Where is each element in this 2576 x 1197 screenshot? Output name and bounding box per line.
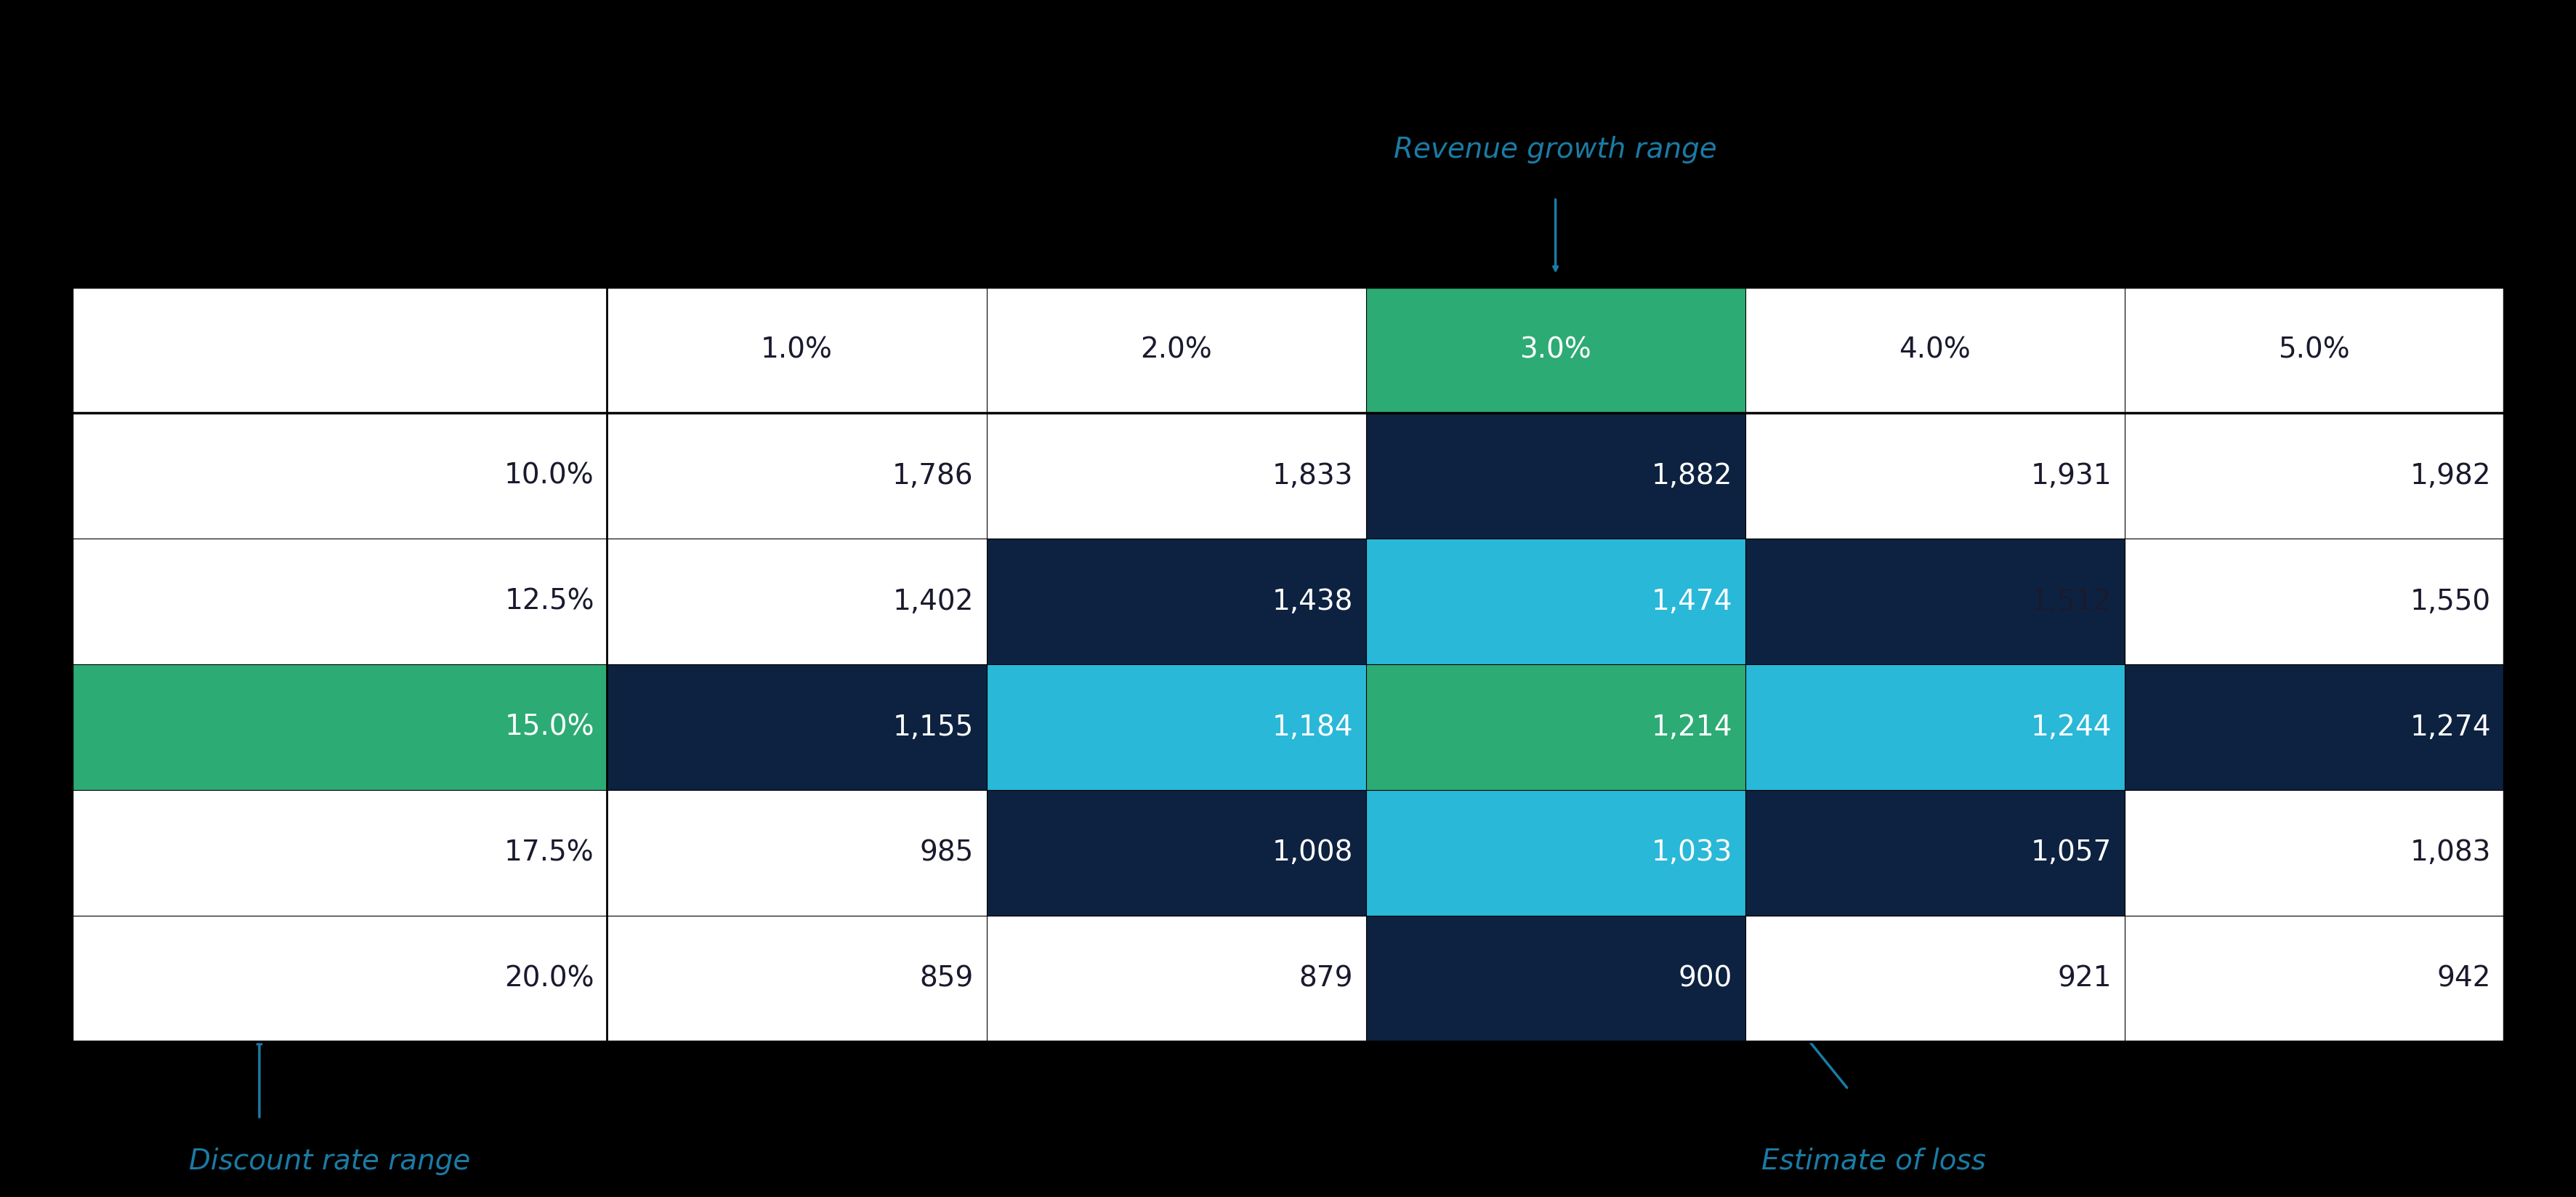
Text: 1,214: 1,214 bbox=[1651, 713, 1731, 741]
Text: 2.0%: 2.0% bbox=[1141, 336, 1213, 364]
Text: 942: 942 bbox=[2437, 965, 2491, 992]
Text: 20.0%: 20.0% bbox=[505, 965, 595, 992]
Text: 985: 985 bbox=[920, 839, 974, 867]
Text: 1,550: 1,550 bbox=[2411, 588, 2491, 615]
Text: 1,882: 1,882 bbox=[1651, 462, 1731, 490]
Text: 900: 900 bbox=[1677, 965, 1731, 992]
Text: 1.0%: 1.0% bbox=[760, 336, 832, 364]
Text: 1,982: 1,982 bbox=[2411, 462, 2491, 490]
Text: 1,155: 1,155 bbox=[894, 713, 974, 741]
Text: 12.5%: 12.5% bbox=[505, 588, 595, 615]
Text: 921: 921 bbox=[2058, 965, 2112, 992]
Text: 859: 859 bbox=[920, 965, 974, 992]
Text: 1,438: 1,438 bbox=[1273, 588, 1352, 615]
Text: 879: 879 bbox=[1298, 965, 1352, 992]
Text: 10.0%: 10.0% bbox=[505, 462, 595, 490]
Text: 1,402: 1,402 bbox=[894, 588, 974, 615]
Text: 1,008: 1,008 bbox=[1273, 839, 1352, 867]
Text: 1,931: 1,931 bbox=[2030, 462, 2112, 490]
Text: 1,057: 1,057 bbox=[2030, 839, 2112, 867]
Text: Discount rate range: Discount rate range bbox=[188, 1147, 471, 1175]
Text: 1,033: 1,033 bbox=[1651, 839, 1731, 867]
Text: 1,786: 1,786 bbox=[891, 462, 974, 490]
Text: 1,512: 1,512 bbox=[2030, 588, 2112, 615]
Text: 3.0%: 3.0% bbox=[1520, 336, 1592, 364]
Text: 15.0%: 15.0% bbox=[505, 713, 595, 741]
Text: 17.5%: 17.5% bbox=[505, 839, 595, 867]
Text: Estimate of loss: Estimate of loss bbox=[1762, 1147, 1986, 1175]
Text: Revenue growth range: Revenue growth range bbox=[1394, 135, 1718, 164]
Text: 1,474: 1,474 bbox=[1651, 588, 1731, 615]
Text: 1,244: 1,244 bbox=[2030, 713, 2112, 741]
Text: 1,083: 1,083 bbox=[2411, 839, 2491, 867]
Text: 4.0%: 4.0% bbox=[1899, 336, 1971, 364]
Text: 5.0%: 5.0% bbox=[2277, 336, 2349, 364]
Text: 1,274: 1,274 bbox=[2411, 713, 2491, 741]
Text: 1,833: 1,833 bbox=[1273, 462, 1352, 490]
Text: 1,184: 1,184 bbox=[1273, 713, 1352, 741]
